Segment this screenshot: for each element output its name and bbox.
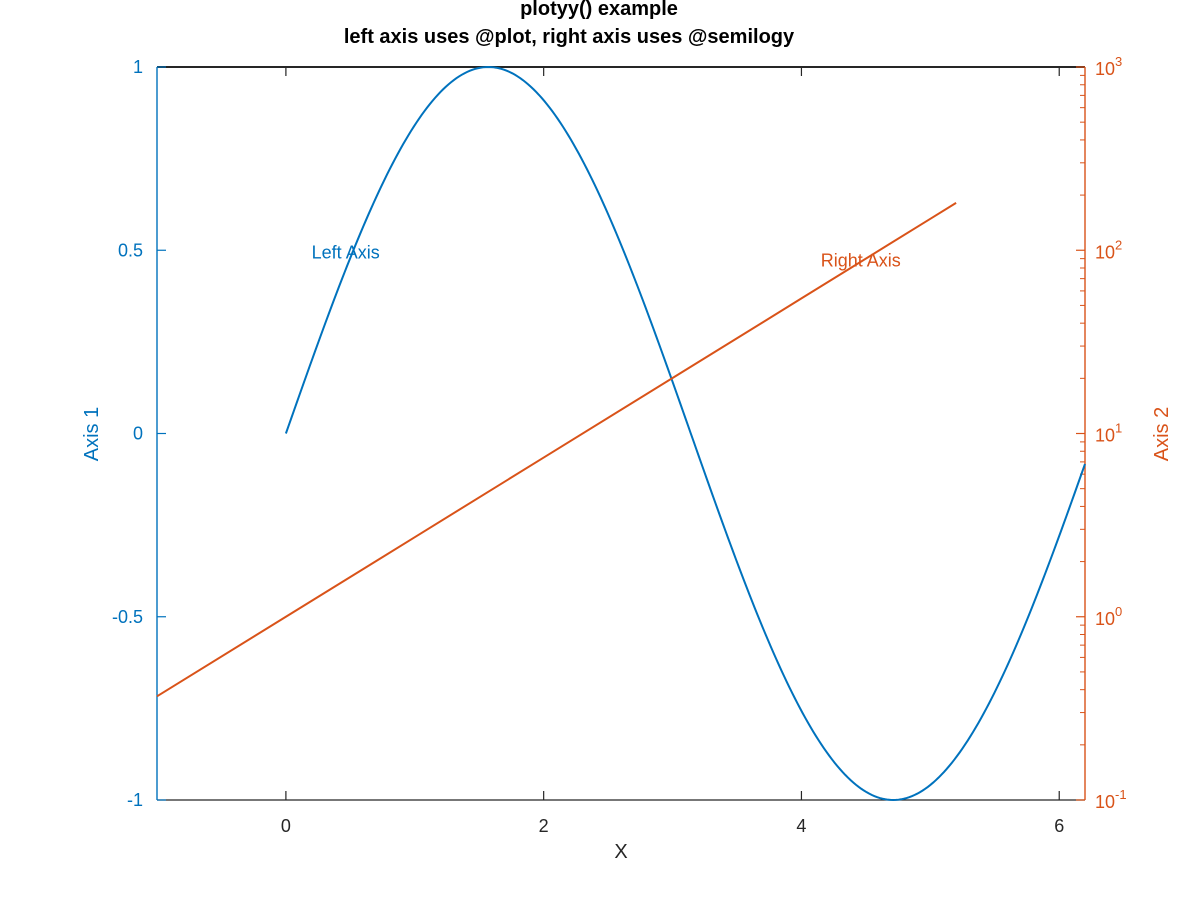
x-tick-label: 2 (539, 816, 549, 836)
sine-series-line (284, 65, 1086, 802)
left-tick-label: 0.5 (118, 240, 143, 260)
chart-subtitle: left axis uses @plot, right axis uses @s… (344, 26, 795, 48)
right-axis-label: Axis 2 (1151, 407, 1173, 461)
right-tick-label: 103 (1095, 54, 1122, 79)
x-tick-label: 4 (796, 816, 806, 836)
exp-series-line (156, 202, 957, 698)
right-tick-label: 102 (1095, 237, 1122, 262)
left-tick-label: -1 (127, 790, 143, 810)
left-tick-label: 1 (133, 57, 143, 77)
plot-area: 0 2 4 6 -1 -0.5 0 0.5 1 10-1 100 101 102 103 Left Axis… (112, 54, 1127, 836)
left-tick-label: 0 (133, 424, 143, 444)
chart-title: plotyy() example (520, 0, 678, 20)
right-tick-label: 101 (1095, 421, 1122, 446)
x-tick-label: 6 (1054, 816, 1064, 836)
right-tick-label: 100 (1095, 604, 1122, 629)
right-tick-label: 10-1 (1095, 787, 1127, 812)
left-tick-label: -0.5 (112, 607, 143, 627)
annotation-right: Right Axis (821, 251, 901, 271)
left-axis-label: Axis 1 (81, 407, 103, 461)
x-axis-label: X (614, 841, 627, 863)
x-tick-label: 0 (281, 816, 291, 836)
annotation-left: Left Axis (312, 242, 380, 262)
